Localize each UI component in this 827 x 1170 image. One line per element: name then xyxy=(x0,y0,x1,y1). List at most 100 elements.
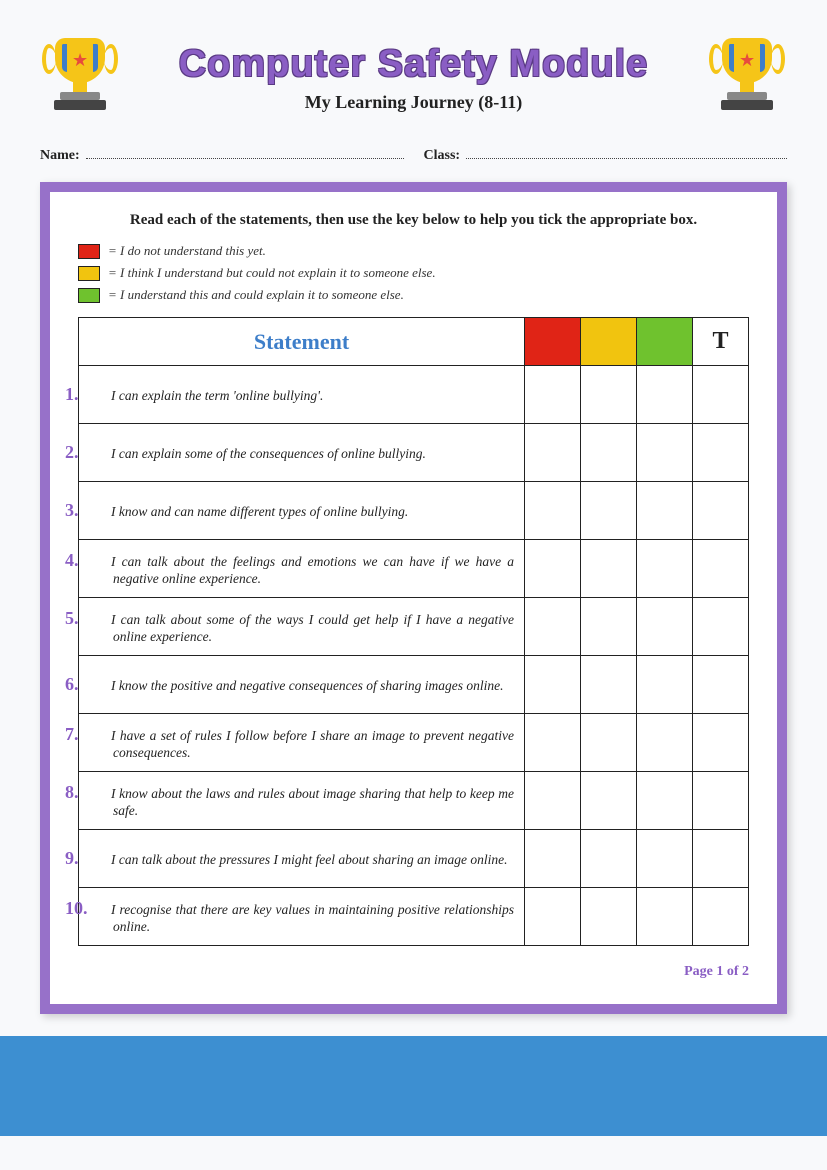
statement-cell: 8. I know about the laws and rules about… xyxy=(79,772,525,830)
tick-box-t[interactable] xyxy=(693,830,749,888)
tick-box-red[interactable] xyxy=(525,888,581,946)
statement-number: 5. xyxy=(89,608,109,629)
tick-box-yellow[interactable] xyxy=(581,540,637,598)
tick-box-red[interactable] xyxy=(525,424,581,482)
col-header-red xyxy=(525,318,581,366)
statement-cell: 3. I know and can name different types o… xyxy=(79,482,525,540)
tick-box-t[interactable] xyxy=(693,888,749,946)
statement-number: 1. xyxy=(89,384,109,405)
tick-box-green[interactable] xyxy=(637,830,693,888)
worksheet-page: ★ Computer Safety Module My Learning Jou… xyxy=(0,0,827,1014)
statement-number: 6. xyxy=(89,674,109,695)
tick-box-t[interactable] xyxy=(693,424,749,482)
legend-yellow: = I think I understand but could not exp… xyxy=(78,265,749,281)
table-row: 2. I can explain some of the consequence… xyxy=(79,424,749,482)
statement-cell: 1. I can explain the term 'online bullyi… xyxy=(79,366,525,424)
tick-box-yellow[interactable] xyxy=(581,424,637,482)
tick-box-red[interactable] xyxy=(525,656,581,714)
tick-box-yellow[interactable] xyxy=(581,366,637,424)
name-label: Name: xyxy=(40,148,80,164)
tick-box-green[interactable] xyxy=(637,772,693,830)
tick-box-green[interactable] xyxy=(637,366,693,424)
tick-box-green[interactable] xyxy=(637,656,693,714)
class-input-line[interactable] xyxy=(466,145,787,159)
table-row: 4. I can talk about the feelings and emo… xyxy=(79,540,749,598)
tick-box-yellow[interactable] xyxy=(581,482,637,540)
instructions: Read each of the statements, then use th… xyxy=(78,212,749,229)
table-row: 6. I know the positive and negative cons… xyxy=(79,656,749,714)
table-row: 10. I recognise that there are key value… xyxy=(79,888,749,946)
tick-box-t[interactable] xyxy=(693,714,749,772)
page-title: Computer Safety Module xyxy=(120,43,707,86)
table-header-row: Statement T xyxy=(79,318,749,366)
tick-box-yellow[interactable] xyxy=(581,888,637,946)
table-row: 1. I can explain the term 'online bullyi… xyxy=(79,366,749,424)
statement-cell: 9. I can talk about the pressures I migh… xyxy=(79,830,525,888)
red-swatch-icon xyxy=(78,244,100,259)
legend-red-text: = I do not understand this yet. xyxy=(108,243,266,259)
tick-box-green[interactable] xyxy=(637,888,693,946)
table-body: 1. I can explain the term 'online bullyi… xyxy=(79,366,749,946)
tick-box-red[interactable] xyxy=(525,830,581,888)
tick-box-red[interactable] xyxy=(525,540,581,598)
col-header-statement: Statement xyxy=(79,318,525,366)
legend-green-text: = I understand this and could explain it… xyxy=(108,287,404,303)
tick-box-t[interactable] xyxy=(693,656,749,714)
statement-table: Statement T 1. I can explain the term 'o… xyxy=(78,317,749,946)
tick-box-red[interactable] xyxy=(525,598,581,656)
color-legend: = I do not understand this yet. = I thin… xyxy=(78,243,749,303)
tick-box-yellow[interactable] xyxy=(581,714,637,772)
tick-box-red[interactable] xyxy=(525,482,581,540)
statement-number: 4. xyxy=(89,550,109,571)
tick-box-green[interactable] xyxy=(637,540,693,598)
tick-box-t[interactable] xyxy=(693,482,749,540)
statement-cell: 10. I recognise that there are key value… xyxy=(79,888,525,946)
name-input-line[interactable] xyxy=(86,145,404,159)
green-swatch-icon xyxy=(78,288,100,303)
statement-number: 9. xyxy=(89,848,109,869)
tick-box-red[interactable] xyxy=(525,772,581,830)
table-row: 7. I have a set of rules I follow before… xyxy=(79,714,749,772)
col-header-yellow xyxy=(581,318,637,366)
tick-box-t[interactable] xyxy=(693,540,749,598)
assessment-card: Read each of the statements, then use th… xyxy=(40,182,787,1014)
statement-number: 7. xyxy=(89,724,109,745)
table-row: 9. I can talk about the pressures I migh… xyxy=(79,830,749,888)
tick-box-green[interactable] xyxy=(637,598,693,656)
col-header-t: T xyxy=(693,318,749,366)
tick-box-red[interactable] xyxy=(525,714,581,772)
trophy-icon: ★ xyxy=(707,30,787,125)
statement-cell: 6. I know the positive and negative cons… xyxy=(79,656,525,714)
table-row: 8. I know about the laws and rules about… xyxy=(79,772,749,830)
statement-number: 2. xyxy=(89,442,109,463)
statement-number: 8. xyxy=(89,782,109,803)
name-field[interactable]: Name: xyxy=(40,145,404,164)
header-center: Computer Safety Module My Learning Journ… xyxy=(120,43,707,113)
statement-cell: 5. I can talk about some of the ways I c… xyxy=(79,598,525,656)
tick-box-yellow[interactable] xyxy=(581,772,637,830)
col-header-green xyxy=(637,318,693,366)
tick-box-yellow[interactable] xyxy=(581,830,637,888)
tick-box-yellow[interactable] xyxy=(581,656,637,714)
class-label: Class: xyxy=(424,148,461,164)
yellow-swatch-icon xyxy=(78,266,100,281)
header: ★ Computer Safety Module My Learning Jou… xyxy=(40,30,787,125)
tick-box-red[interactable] xyxy=(525,366,581,424)
footer-band xyxy=(0,1036,827,1136)
tick-box-yellow[interactable] xyxy=(581,598,637,656)
table-row: 3. I know and can name different types o… xyxy=(79,482,749,540)
tick-box-t[interactable] xyxy=(693,366,749,424)
tick-box-t[interactable] xyxy=(693,598,749,656)
tick-box-green[interactable] xyxy=(637,424,693,482)
legend-yellow-text: = I think I understand but could not exp… xyxy=(108,265,436,281)
statement-cell: 4. I can talk about the feelings and emo… xyxy=(79,540,525,598)
tick-box-green[interactable] xyxy=(637,482,693,540)
tick-box-t[interactable] xyxy=(693,772,749,830)
statement-cell: 2. I can explain some of the consequence… xyxy=(79,424,525,482)
tick-box-green[interactable] xyxy=(637,714,693,772)
statement-number: 10. xyxy=(89,898,109,919)
legend-green: = I understand this and could explain it… xyxy=(78,287,749,303)
legend-red: = I do not understand this yet. xyxy=(78,243,749,259)
class-field[interactable]: Class: xyxy=(424,145,788,164)
statement-number: 3. xyxy=(89,500,109,521)
